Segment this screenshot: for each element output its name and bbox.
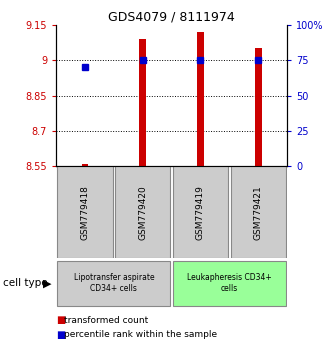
Bar <box>231 166 286 258</box>
Bar <box>82 164 88 166</box>
Bar <box>115 166 171 258</box>
Text: GSM779419: GSM779419 <box>196 185 205 240</box>
Text: transformed count: transformed count <box>64 316 148 325</box>
Bar <box>173 261 286 306</box>
Text: Leukapheresis CD34+
cells: Leukapheresis CD34+ cells <box>187 274 272 293</box>
Bar <box>57 166 113 258</box>
Bar <box>139 39 146 166</box>
Text: ■: ■ <box>56 315 65 325</box>
Text: GSM779418: GSM779418 <box>81 185 89 240</box>
Bar <box>173 166 228 258</box>
Text: Lipotransfer aspirate
CD34+ cells: Lipotransfer aspirate CD34+ cells <box>74 274 154 293</box>
Bar <box>255 48 262 166</box>
Text: percentile rank within the sample: percentile rank within the sample <box>64 330 217 339</box>
Text: GSM779421: GSM779421 <box>254 185 263 240</box>
Text: cell type: cell type <box>3 278 48 288</box>
Bar <box>197 32 204 166</box>
Title: GDS4079 / 8111974: GDS4079 / 8111974 <box>108 11 235 24</box>
Text: ▶: ▶ <box>43 278 51 288</box>
Text: ■: ■ <box>56 330 65 339</box>
Text: GSM779420: GSM779420 <box>138 185 147 240</box>
Bar <box>57 261 171 306</box>
